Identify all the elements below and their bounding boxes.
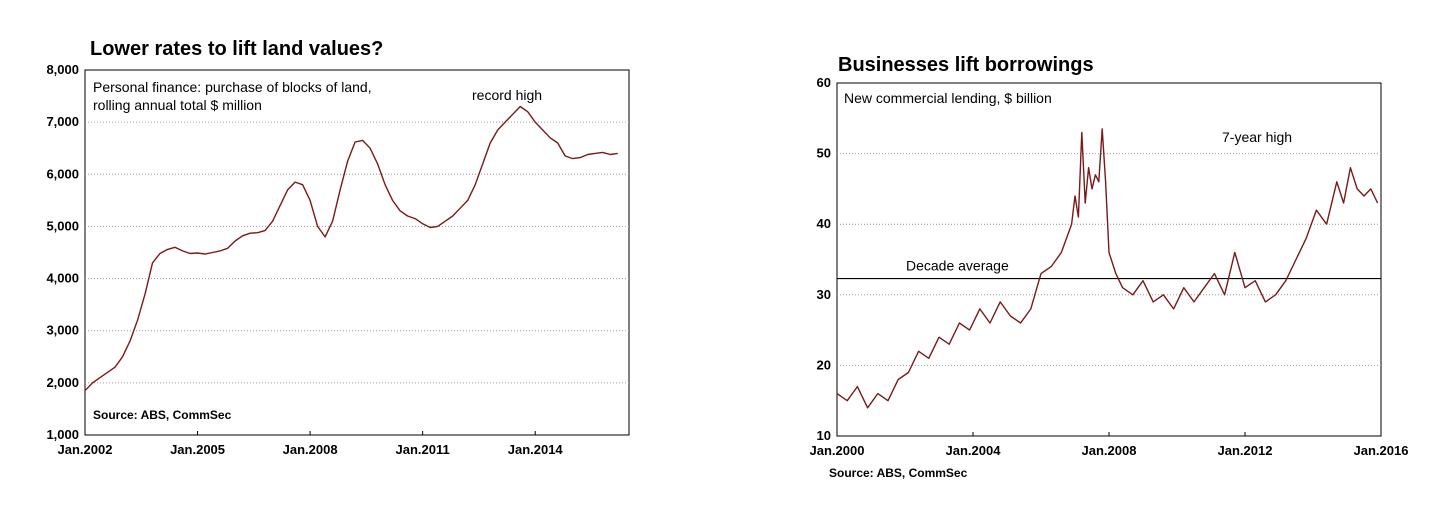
y-tick-label: 1,000 xyxy=(46,427,79,442)
y-tick-label: 4,000 xyxy=(46,271,79,286)
y-tick-label: 5,000 xyxy=(46,218,79,233)
seven-year-high-annotation: 7-year high xyxy=(1222,129,1292,145)
x-tick-label: Jan.2014 xyxy=(508,442,564,457)
x-tick-label: Jan.2008 xyxy=(1082,443,1137,458)
y-tick-label: 40 xyxy=(817,216,831,231)
land-purchase-series-line xyxy=(84,105,618,392)
x-tick-label: Jan.2012 xyxy=(1218,443,1273,458)
chart-source: Source: ABS, CommSec xyxy=(829,466,968,480)
y-tick-label: 30 xyxy=(817,287,831,302)
x-tick-label: Jan.2002 xyxy=(58,442,113,457)
x-tick-label: Jan.2005 xyxy=(170,442,225,457)
y-tick-label: 6,000 xyxy=(46,166,79,181)
chart-note-line1: Personal finance: purchase of blocks of … xyxy=(93,79,372,95)
land-values-chart: Lower rates to lift land values? 8,000 7,… xyxy=(46,38,630,457)
commercial-lending-series-line xyxy=(836,128,1379,409)
y-tick-label: 50 xyxy=(817,146,831,161)
commercial-lending-chart-panel: Businesses lift borrowings 60 50 40 30 20 10 … xyxy=(700,0,1440,532)
chart-title: Lower rates to lift land values? xyxy=(90,38,383,60)
y-tick-label: 2,000 xyxy=(46,375,79,390)
decade-average-label: Decade average xyxy=(906,258,1009,274)
x-tick-label: Jan.2008 xyxy=(283,442,338,457)
plot-frame xyxy=(84,69,630,436)
x-tick-label: Jan.2004 xyxy=(946,443,1002,458)
chart-title: Businesses lift borrowings xyxy=(838,54,1094,76)
chart-note: New commercial lending, $ billion xyxy=(844,90,1052,106)
x-tick-label: Jan.2011 xyxy=(396,442,450,457)
y-tick-label: 20 xyxy=(817,357,831,372)
chart-note-line2: rolling annual total $ million xyxy=(93,97,262,113)
y-tick-label: 8,000 xyxy=(46,62,79,77)
chart-source: Source: ABS, CommSec xyxy=(93,408,232,422)
land-values-chart-panel: Lower rates to lift land values? 8,000 7,… xyxy=(0,0,700,532)
y-tick-label: 10 xyxy=(817,428,831,443)
y-tick-label: 60 xyxy=(817,75,831,90)
commercial-lending-chart: Businesses lift borrowings 605040302010 … xyxy=(810,54,1409,480)
record-high-annotation: record high xyxy=(472,87,542,103)
x-tick-label: Jan.2016 xyxy=(1354,443,1409,458)
x-tick-label: Jan.2000 xyxy=(810,443,865,458)
y-tick-label: 3,000 xyxy=(46,323,79,338)
y-tick-label: 7,000 xyxy=(46,114,79,129)
